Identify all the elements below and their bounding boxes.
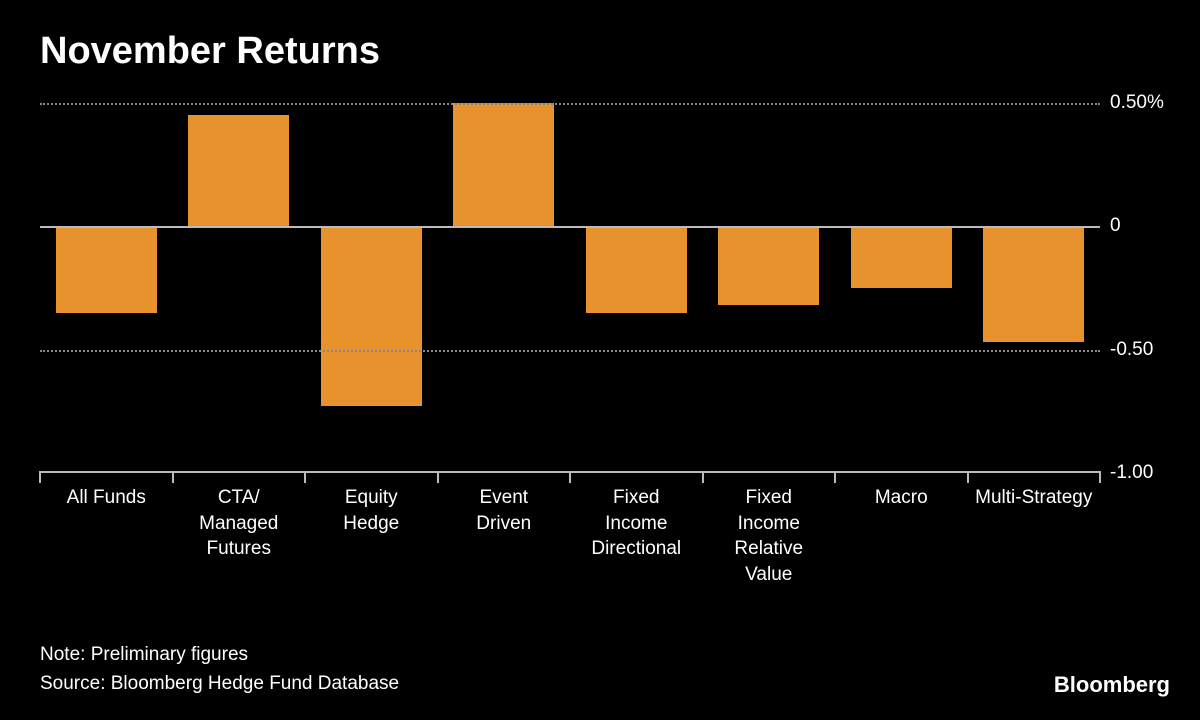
y-tick-label: 0.50% (1110, 92, 1164, 114)
y-tick-label: 0 (1110, 215, 1121, 237)
x-tick-label: CTA/ Managed Futures (173, 485, 306, 562)
bar (983, 226, 1084, 342)
x-tick (834, 471, 836, 483)
baseline (40, 226, 1100, 228)
footer-source: Source: Bloomberg Hedge Fund Database (40, 670, 399, 699)
bar (453, 103, 554, 226)
x-tick-label: Fixed Income Relative Value (703, 485, 836, 588)
x-tick (304, 471, 306, 483)
bar-slot (173, 103, 306, 473)
x-tick (437, 471, 439, 483)
y-tick-label: -0.50 (1110, 339, 1153, 361)
bar (586, 226, 687, 312)
bar-slot (305, 103, 438, 473)
bar (851, 226, 952, 288)
bar (718, 226, 819, 305)
x-tick-label: Equity Hedge (305, 485, 438, 536)
x-tick (1099, 471, 1101, 483)
x-tick (39, 471, 41, 483)
brand-label: Bloomberg (1054, 672, 1170, 698)
bar (321, 226, 422, 406)
x-tick (172, 471, 174, 483)
bar-slot (835, 103, 968, 473)
x-tick (967, 471, 969, 483)
x-tick-label: Multi-Strategy (968, 485, 1101, 511)
x-tick-label: Fixed Income Directional (570, 485, 703, 562)
x-tick-label: All Funds (40, 485, 173, 511)
bar-slot (968, 103, 1101, 473)
footer-note: Note: Preliminary figures (40, 641, 399, 670)
bar (56, 226, 157, 312)
x-tick-label: Macro (835, 485, 968, 511)
gridline (40, 350, 1100, 352)
gridline (40, 103, 1100, 105)
x-tick-label: Event Driven (438, 485, 571, 536)
bar-slot (703, 103, 836, 473)
bars-layer (40, 103, 1100, 473)
chart-container: November Returns 0.50% 0 -0.50 -1.00 All Fu… (0, 0, 1200, 720)
x-tick (569, 471, 571, 483)
bar-slot (40, 103, 173, 473)
bar (188, 115, 289, 226)
y-tick-label: -1.00 (1110, 462, 1153, 484)
bar-slot (570, 103, 703, 473)
chart-title: November Returns (40, 30, 1160, 73)
chart-footer: Note: Preliminary figures Source: Bloomb… (40, 641, 399, 698)
x-tick (702, 471, 704, 483)
chart-area: 0.50%0-0.50-1.00 All FundsCTA/ Managed F… (40, 103, 1160, 583)
y-axis-labels: 0.50%0-0.50-1.00 (1110, 103, 1190, 473)
bar-slot (438, 103, 571, 473)
plot-area (40, 103, 1100, 473)
